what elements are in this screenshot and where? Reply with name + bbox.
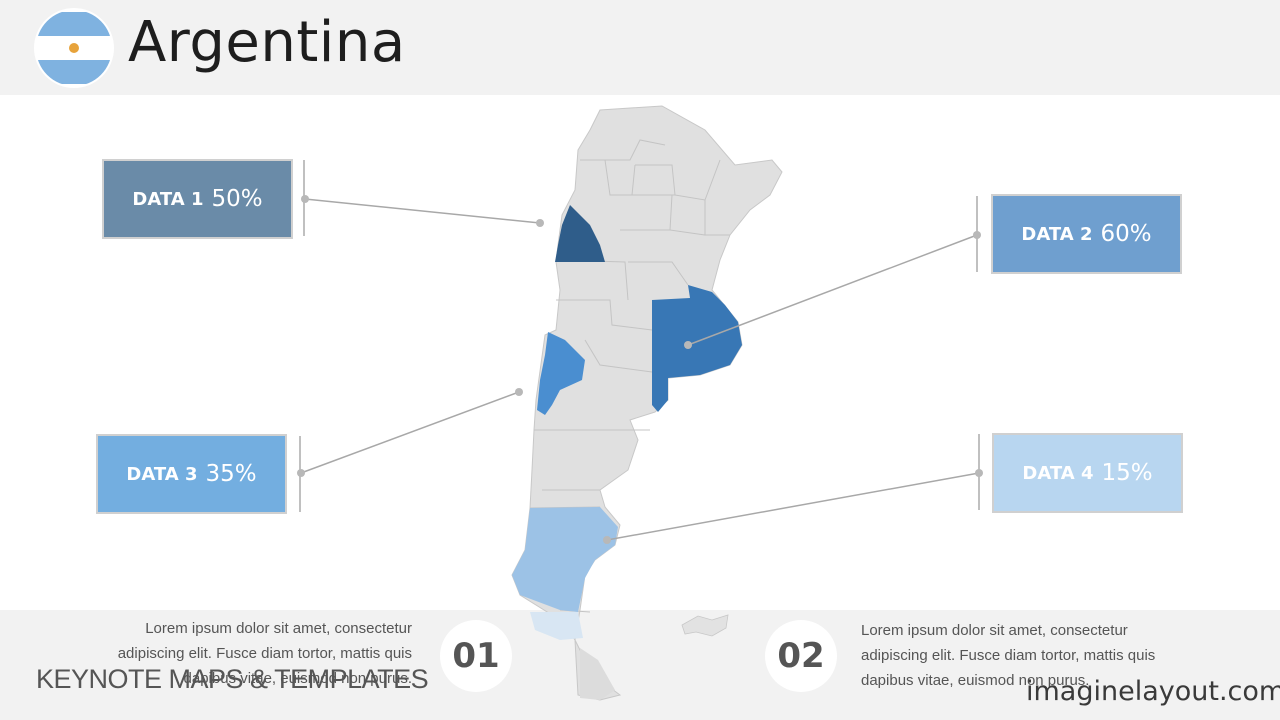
connector-line-1 — [304, 198, 541, 224]
data-box-4: DATA 4 15% — [994, 435, 1181, 511]
data-box-1-value: 50% — [211, 186, 263, 212]
header-bar — [0, 0, 1280, 95]
connector-line-3 — [300, 391, 520, 474]
map-region-data-3 — [537, 332, 585, 415]
connector-dot-3b — [515, 388, 523, 396]
connector-line-4 — [606, 472, 980, 541]
section-2-number: 02 — [765, 620, 837, 692]
connector-dot-4b — [603, 536, 611, 544]
page-title: Argentina — [128, 10, 406, 75]
section-1-number: 01 — [440, 620, 512, 692]
map-island-south — [580, 648, 615, 700]
data-box-1-label: DATA 1 — [132, 188, 204, 210]
section-2-text: Lorem ipsum dolor sit amet, consectetur … — [861, 622, 1156, 689]
footer-brand-right: imaginelayout.com — [1026, 676, 1280, 707]
data-box-2: DATA 2 60% — [993, 196, 1180, 272]
data-box-2-value: 60% — [1100, 221, 1152, 247]
section-1-text: Lorem ipsum dolor sit amet, consectetur … — [117, 620, 412, 687]
map-region-tierra-del-fuego — [530, 612, 583, 640]
connector-dot-1a — [301, 195, 309, 203]
connector-dot-3a — [297, 469, 305, 477]
data-box-3: DATA 3 35% — [98, 436, 285, 512]
data-box-4-value: 15% — [1101, 460, 1153, 486]
connector-line-2 — [687, 234, 978, 346]
connector-dot-4a — [975, 469, 983, 477]
connector-dot-2b — [684, 341, 692, 349]
flag-sun — [69, 43, 79, 53]
map-region-data-4 — [512, 507, 618, 612]
flag-band-top — [36, 12, 112, 36]
data-box-3-value: 35% — [205, 461, 257, 487]
footer-brand-left: KEYNOTE MAPS & TEMPLATES — [36, 664, 429, 694]
connector-dot-2a — [973, 231, 981, 239]
map-falkland-islands — [681, 614, 729, 637]
bottom-band — [0, 610, 1280, 720]
map-province-lines — [529, 139, 730, 613]
connector-dot-1b — [536, 219, 544, 227]
argentina-flag-icon — [36, 10, 112, 86]
flag-band-bottom — [36, 60, 112, 84]
map-region-data-2 — [652, 285, 742, 412]
data-box-2-label: DATA 2 — [1021, 223, 1093, 245]
data-box-4-label: DATA 4 — [1022, 462, 1094, 484]
map-region-data-1 — [555, 205, 605, 262]
data-box-3-label: DATA 3 — [126, 463, 198, 485]
data-box-1: DATA 1 50% — [104, 161, 291, 237]
